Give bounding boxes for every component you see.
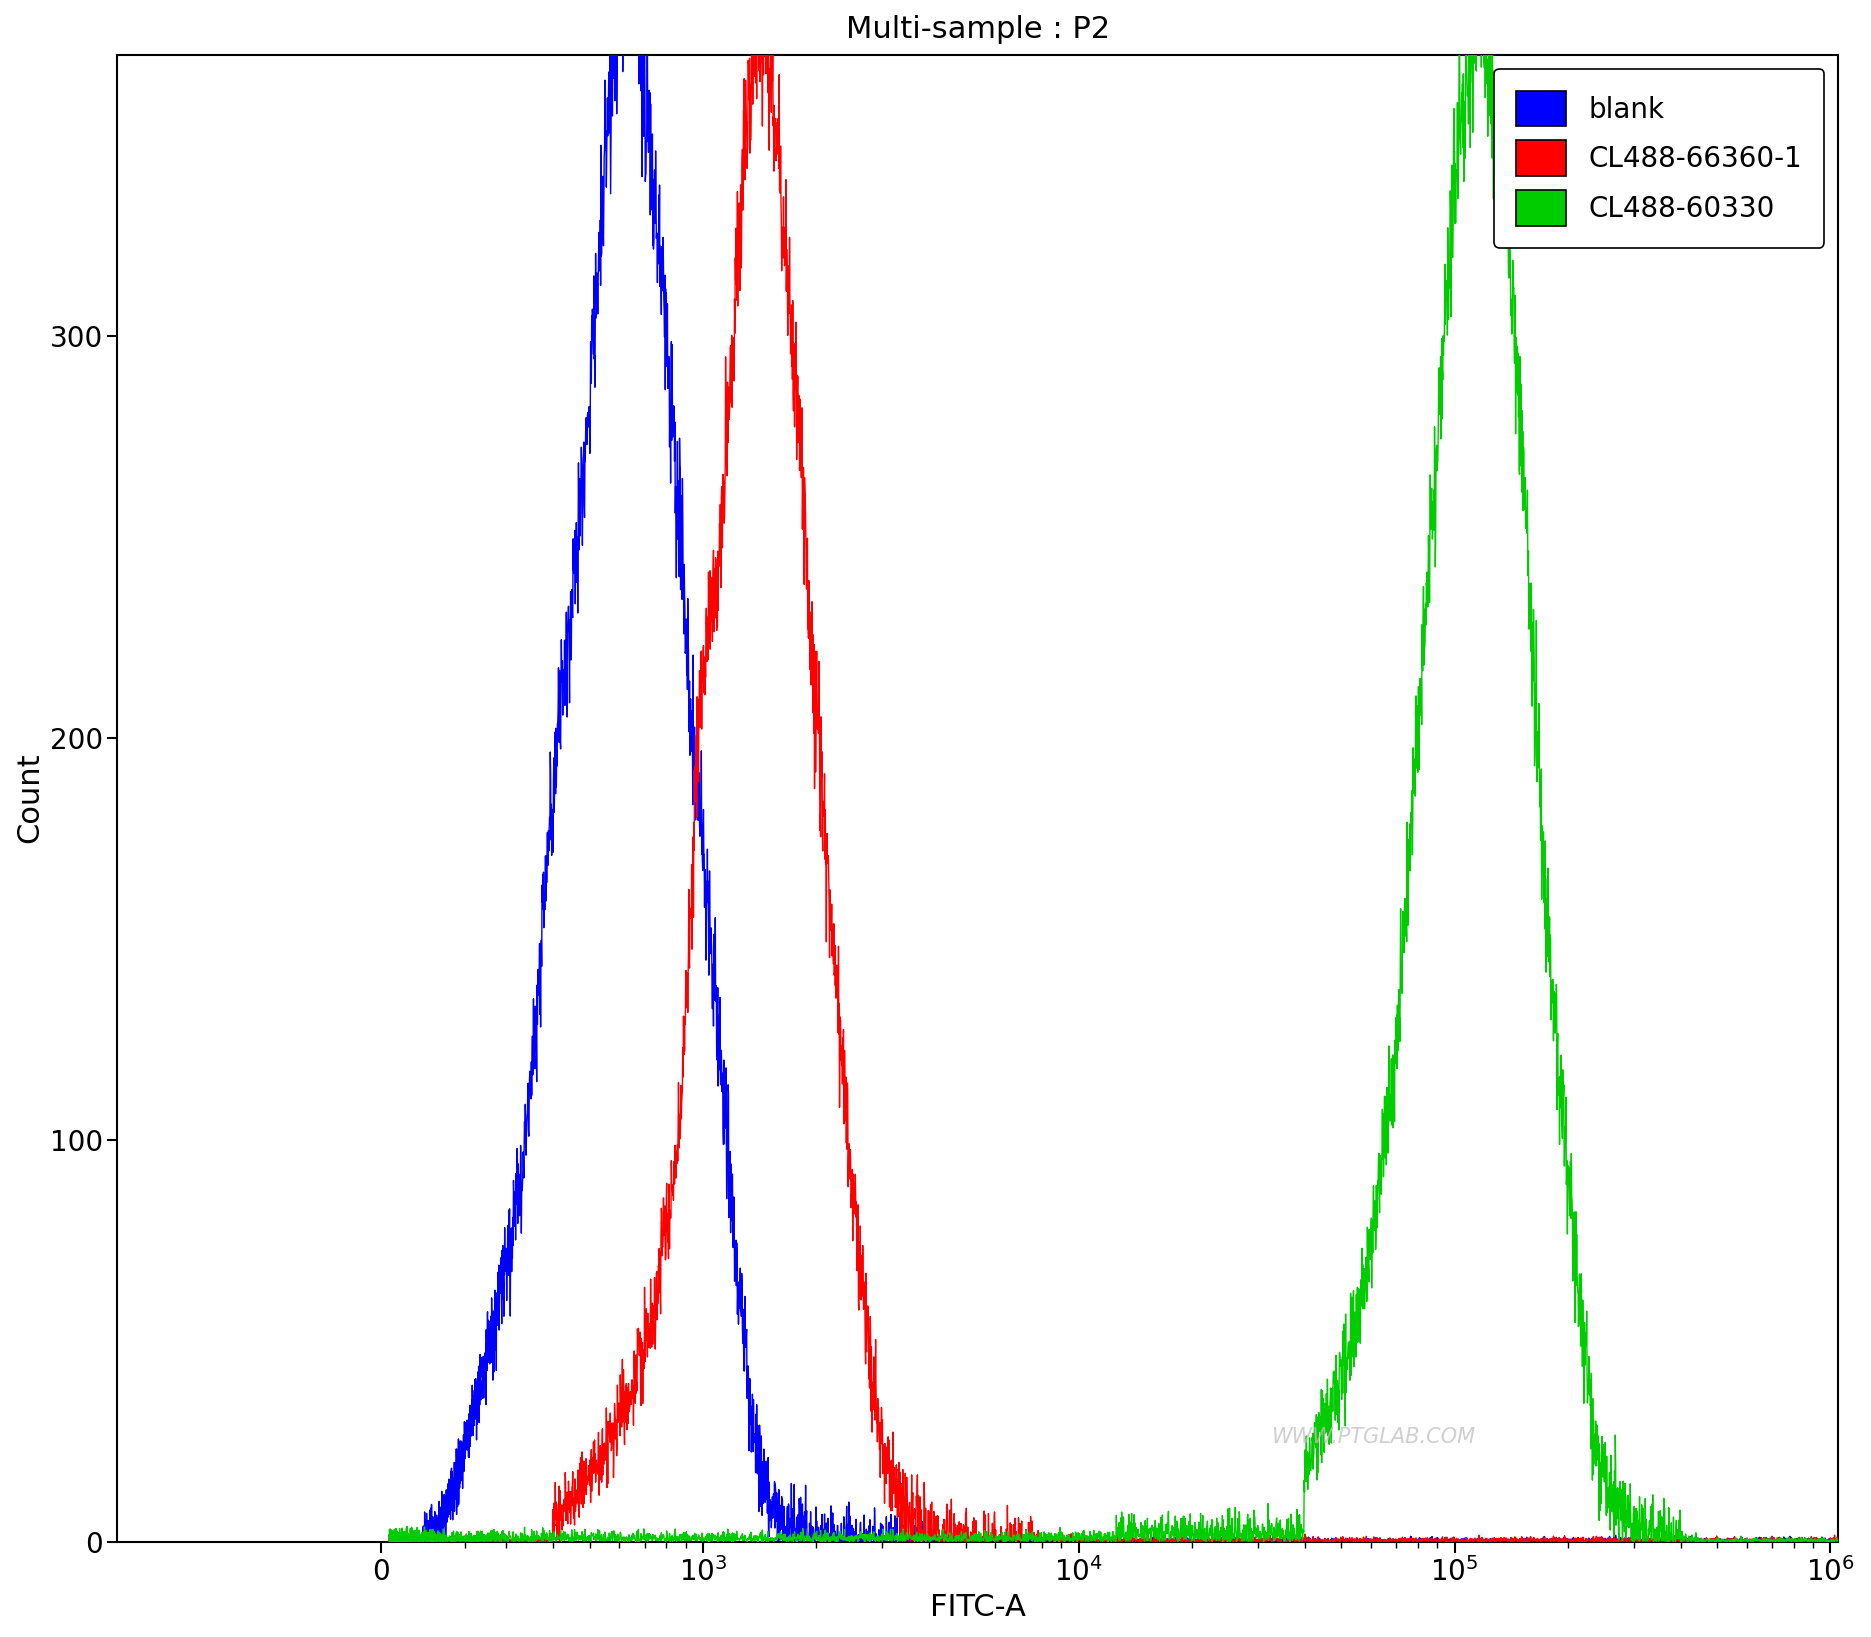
Y-axis label: Count: Count [15, 753, 45, 843]
Text: WWW.PTGLAB.COM: WWW.PTGLAB.COM [1272, 1427, 1476, 1447]
X-axis label: FITC-A: FITC-A [930, 1593, 1025, 1622]
Title: Multi-sample : P2: Multi-sample : P2 [846, 15, 1110, 44]
Legend: blank, CL488-66360-1, CL488-60330: blank, CL488-66360-1, CL488-60330 [1495, 69, 1824, 247]
